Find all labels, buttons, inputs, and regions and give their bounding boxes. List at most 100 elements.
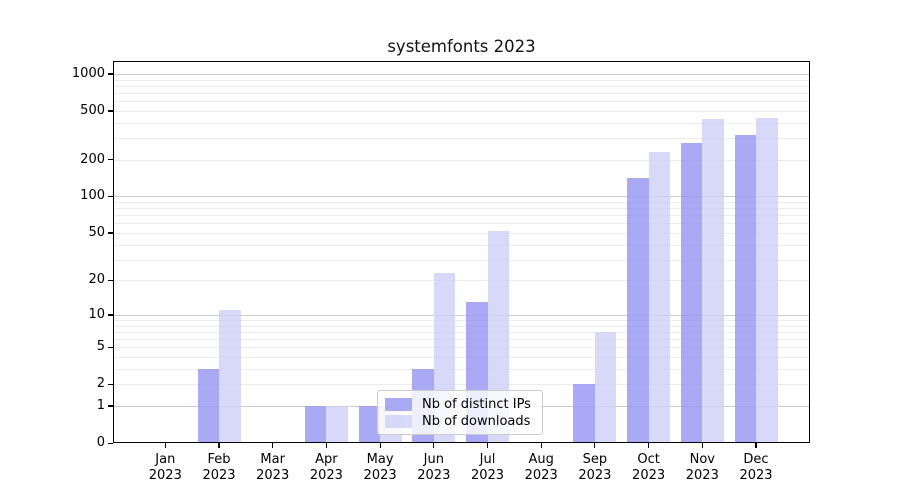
x-tick-month: Oct [637,452,660,467]
y-tick-label: 5 [96,339,105,355]
x-tick-month: May [366,452,394,467]
x-tick-year: 2023 [739,468,773,483]
x-tick-mark [755,443,757,448]
x-tick-mark [540,443,542,448]
y-tick-mark [108,110,113,112]
y-tick-mark [108,346,113,348]
bar-downloads-jul [487,230,509,443]
y-tick-mark [108,279,113,282]
legend-item-downloads: Nb of downloads [385,413,534,429]
y-tick-label: 0 [96,435,105,450]
gridline-minor [113,244,810,246]
gridline-major [113,73,810,75]
x-tick-year: 2023 [363,468,397,483]
x-tick-month: Mar [260,452,285,467]
x-tick-label: Jun 2023 [406,452,462,484]
x-tick-label: Jul 2023 [460,452,516,484]
y-tick-label: 2 [96,376,105,392]
x-tick-year: 2023 [524,468,558,483]
bar-distinct-ips-apr [304,405,327,443]
x-tick-label: Sep 2023 [567,452,623,484]
bar-downloads-feb [219,310,241,443]
y-tick-label: 500 [80,102,105,118]
gridline-minor [113,138,810,140]
bar-downloads-sep [594,331,617,443]
gridline-minor [113,159,810,161]
x-tick-year: 2023 [417,468,451,483]
bar-downloads-dec [756,118,778,443]
x-tick-year: 2023 [578,468,612,483]
y-tick-mark [108,159,113,161]
y-tick-mark [108,195,113,198]
y-tick-label: 20 [88,272,105,288]
x-tick-year: 2023 [685,468,719,483]
y-tick-label: 200 [80,151,105,167]
y-tick-label: 1000 [71,65,105,81]
bar-distinct-ips-feb [197,368,219,443]
x-tick-label: Oct 2023 [621,452,677,484]
y-tick-mark [108,314,113,316]
x-tick-month: Jan [155,452,176,467]
bar-downloads-nov [702,119,724,443]
x-tick-year: 2023 [148,468,182,483]
x-tick-mark [272,443,274,448]
x-tick-mark [648,443,650,448]
gridline-minor [113,122,810,124]
x-tick-year: 2023 [309,468,343,483]
y-tick-mark [108,383,113,385]
gridline-minor [113,92,810,94]
gridline-major [113,196,810,198]
legend: Nb of distinct IPs Nb of downloads [377,390,543,435]
bar-downloads-apr [326,405,348,443]
legend-label-distinct-ips: Nb of distinct IPs [422,396,531,412]
y-tick-mark [108,405,113,407]
bar-distinct-ips-may [358,405,381,443]
gridline-minor [113,259,810,261]
x-tick-month: Feb [207,452,231,467]
x-tick-year: 2023 [470,468,505,483]
gridline-major [113,314,810,316]
x-tick-mark [701,443,703,448]
x-tick-month: Aug [528,452,554,467]
x-tick-label: Aug 2023 [513,452,569,484]
gridline-minor [113,357,810,359]
gridline-minor [113,325,810,327]
x-tick-label: Nov 2023 [674,452,730,484]
bar-distinct-ips-dec [734,134,756,443]
bar-distinct-ips-sep [573,384,595,443]
y-tick-label: 10 [88,306,105,322]
gridline-minor [113,79,810,81]
legend-swatch-distinct-ips [385,397,412,411]
x-tick-month: Jun [423,452,444,467]
x-tick-label: May 2023 [352,452,408,484]
gridline-minor [113,110,810,112]
gridline-minor [113,384,810,386]
bar-distinct-ips-nov [680,142,703,443]
y-tick-label: 100 [80,188,105,204]
x-tick-month: Apr [315,452,338,467]
y-tick-mark [108,442,113,444]
gridline-minor [113,208,810,210]
x-tick-month: Dec [743,452,769,467]
gridline-minor [113,223,810,225]
gridline-minor [113,280,810,282]
gridline-minor [113,232,810,234]
gridline-minor [113,331,810,333]
x-tick-mark [433,443,435,448]
x-tick-month: Jul [479,452,496,467]
gridline-minor [113,215,810,217]
y-tick-mark [108,232,113,234]
x-tick-mark [486,443,489,448]
gridline-minor [113,202,810,204]
x-tick-mark [379,443,381,448]
legend-label-downloads: Nb of downloads [422,413,531,429]
x-tick-mark [325,443,327,448]
x-tick-label: Apr 2023 [298,452,354,484]
x-tick-year: 2023 [202,468,236,483]
x-tick-year: 2023 [256,468,290,483]
x-tick-year: 2023 [632,468,666,483]
gridline-minor [113,339,810,341]
x-tick-mark [218,443,220,448]
chart-title: systemfonts 2023 [387,37,536,56]
x-tick-month: Sep [582,452,608,467]
